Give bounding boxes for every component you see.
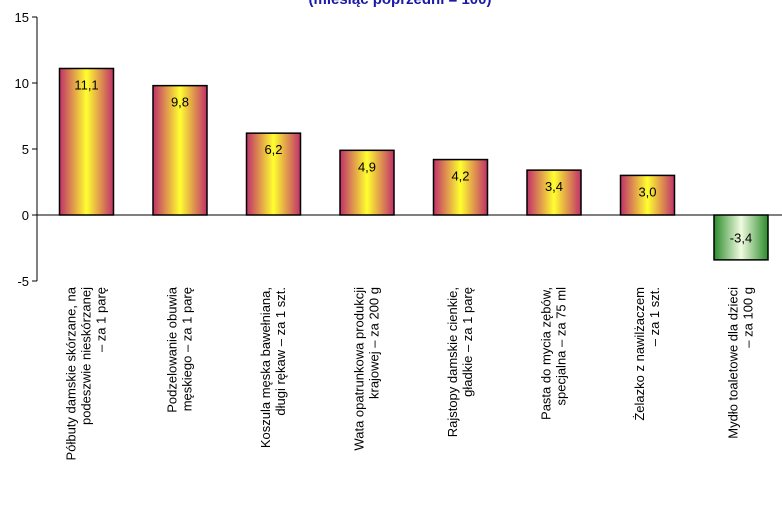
category-label-line: gładkie – za 1 parę [460,287,475,397]
bar [245,132,302,216]
bar [619,174,676,216]
category-label-line: Mydło toaletowe dla dzieci [726,287,741,439]
bar-value-label: -3,4 [730,230,752,245]
category-label-line: Żelazko z nawilżaczem [632,287,647,421]
bar-value-label: 3,4 [545,179,563,194]
y-tick-label: 10 [15,76,29,91]
category-label-line: krajowej – za 200 g [367,287,382,399]
y-tick-label: 15 [15,10,29,25]
bars [58,67,769,261]
bar [152,84,208,216]
bar-value-label: 11,1 [74,77,98,92]
category-label-line: Podzelowanie obuwia [165,286,180,413]
bar-value-label: 9,8 [171,95,189,110]
bar [526,169,582,216]
category-label-line: podeszwie nieskórzanej [79,287,94,425]
y-axis-ticks: -5 0 5 10 15 [15,10,37,289]
y-tick-label: 5 [22,142,29,157]
category-label: Półbuty damskie skórzane, na podeszwie ni… [64,286,109,460]
bar-value-label: 4,2 [451,169,469,184]
category-label-line: – za 1 szt. [647,287,662,346]
bar [432,158,489,216]
category-label-line: Pasta do mycia zębów, [539,287,554,420]
category-label-line: Wata opatrunkowa produkcji [352,287,367,451]
y-tick-label: 0 [22,208,29,223]
category-label: Rajstopy damskie cienkie, gładkie – za 1 … [445,287,475,437]
category-label-line: Koszula męska bawełniana, [258,287,273,448]
bar-value-label: 6,2 [264,142,282,157]
category-label-line: – za 1 parę [94,287,109,352]
value-labels: 11,1 9,8 6,2 4,9 4,2 3,4 3,0 -3,4 [74,77,752,245]
category-label-line: Rajstopy damskie cienkie, [445,287,460,437]
y-tick-label: -5 [17,274,29,289]
bar [339,149,395,216]
bar [713,214,769,261]
chart-title: (miesiąc poprzedni = 100) [309,0,492,8]
bar-value-label: 3,0 [638,184,656,199]
category-label: Podzelowanie obuwia męskiego – za 1 parę [165,286,195,413]
category-label: Wata opatrunkowa produkcji krajowej – za … [352,287,382,451]
category-label: Mydło toaletowe dla dzieci – za 100 g [726,287,756,439]
category-label-line: długi rękaw – za 1 szt. [273,287,288,416]
bar [58,67,115,216]
category-labels: Półbuty damskie skórzane, na podeszwie ni… [64,286,756,460]
bar-value-label: 4,9 [358,159,376,174]
category-label: Koszula męska bawełniana, długi rękaw – z… [258,287,288,448]
category-label-line: Półbuty damskie skórzane, na [64,286,79,460]
category-label: Pasta do mycia zębów, specjalna – za 75 m… [539,287,569,420]
category-label-line: specjalna – za 75 ml [554,287,569,406]
category-label-line: – za 100 g [741,287,756,348]
category-label: Żelazko z nawilżaczem – za 1 szt. [632,287,662,421]
category-label-line: męskiego – za 1 parę [180,287,195,411]
